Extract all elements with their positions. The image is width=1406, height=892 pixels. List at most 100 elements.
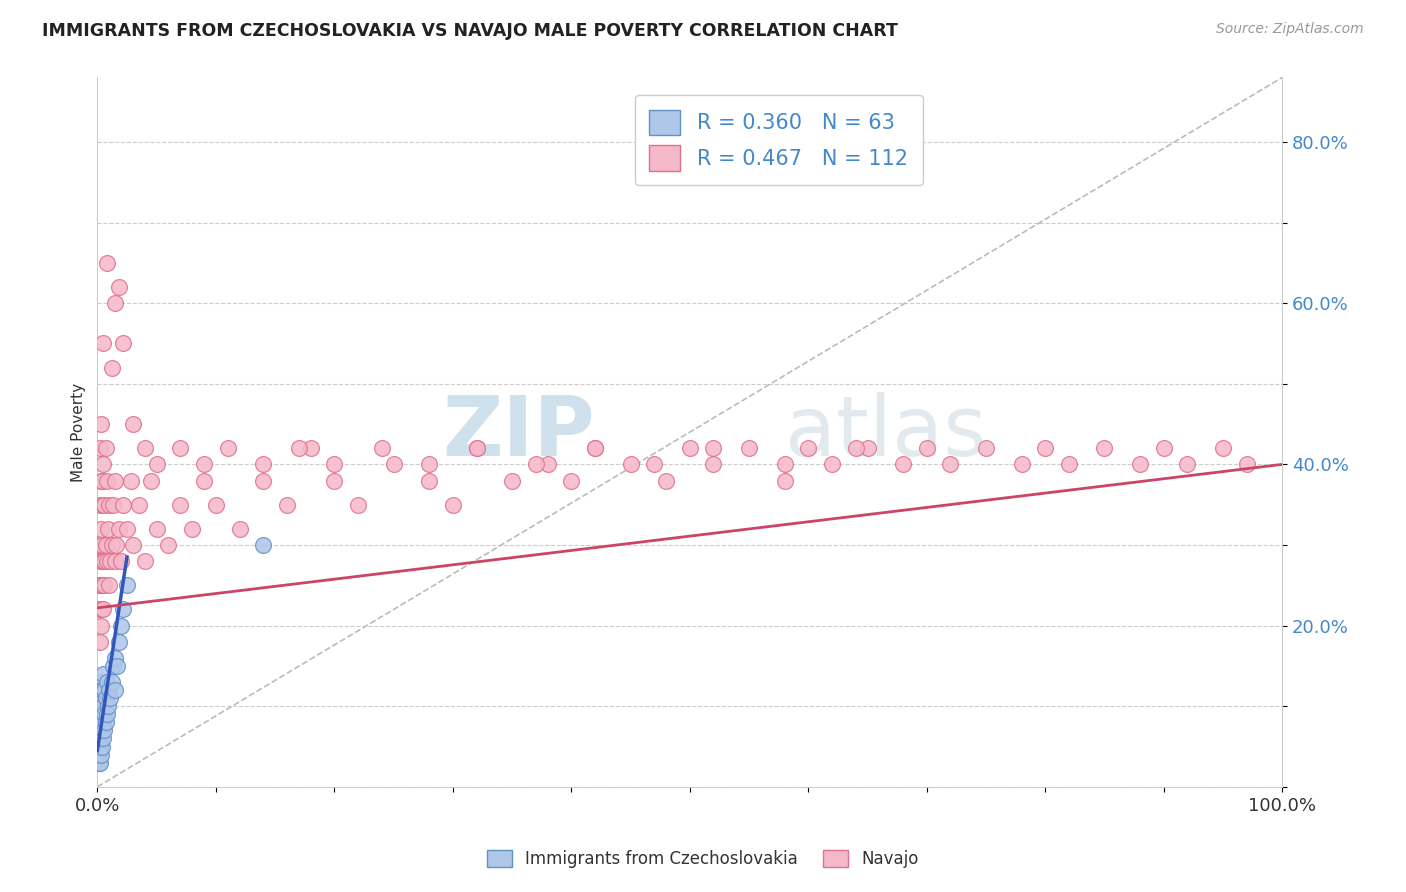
Point: [93, 683, 115, 698]
Point: [91, 731, 114, 746]
Point: [915, 442, 938, 456]
Point: [93, 578, 115, 592]
Point: [252, 458, 274, 472]
Point: [90, 618, 112, 632]
Point: [90, 723, 112, 738]
Point: [89, 747, 111, 762]
Point: [193, 474, 215, 488]
Text: Source: ZipAtlas.com: Source: ZipAtlas.com: [1216, 22, 1364, 37]
Point: [91, 458, 114, 472]
Point: [91, 667, 114, 681]
Point: [974, 442, 997, 456]
Point: [96, 554, 118, 568]
Point: [107, 522, 129, 536]
Point: [89, 715, 111, 730]
Point: [217, 442, 239, 456]
Point: [89, 675, 111, 690]
Point: [560, 474, 582, 488]
Point: [87, 739, 110, 754]
Point: [89, 715, 111, 730]
Point: [1057, 458, 1080, 472]
Point: [115, 522, 138, 536]
Point: [89, 723, 111, 738]
Point: [91, 723, 114, 738]
Point: [89, 691, 111, 706]
Point: [583, 442, 606, 456]
Point: [1094, 442, 1116, 456]
Point: [128, 498, 150, 512]
Point: [91, 715, 114, 730]
Point: [679, 442, 702, 456]
Point: [101, 498, 124, 512]
Point: [90, 747, 112, 762]
Point: [91, 707, 114, 722]
Text: IMMIGRANTS FROM CZECHOSLOVAKIA VS NAVAJO MALE POVERTY CORRELATION CHART: IMMIGRANTS FROM CZECHOSLOVAKIA VS NAVAJO…: [42, 22, 898, 40]
Point: [89, 739, 111, 754]
Point: [94, 538, 117, 552]
Point: [110, 554, 132, 568]
Point: [87, 578, 110, 592]
Point: [347, 498, 370, 512]
Point: [90, 417, 112, 431]
Point: [655, 474, 678, 488]
Point: [465, 442, 488, 456]
Point: [856, 442, 879, 456]
Point: [91, 474, 114, 488]
Point: [89, 707, 111, 722]
Point: [122, 417, 145, 431]
Point: [89, 634, 111, 648]
Point: [643, 458, 665, 472]
Point: [583, 442, 606, 456]
Point: [87, 739, 110, 754]
Y-axis label: Male Poverty: Male Poverty: [72, 383, 86, 482]
Point: [107, 659, 129, 673]
Point: [87, 731, 110, 746]
Point: [96, 474, 118, 488]
Point: [100, 360, 122, 375]
Point: [87, 538, 110, 552]
Point: [100, 538, 122, 552]
Point: [702, 442, 724, 456]
Point: [382, 458, 405, 472]
Point: [536, 458, 558, 472]
Point: [94, 691, 117, 706]
Point: [93, 707, 115, 722]
Point: [91, 554, 114, 568]
Point: [89, 739, 111, 754]
Point: [939, 458, 962, 472]
Point: [1033, 442, 1056, 456]
Point: [93, 498, 115, 512]
Point: [97, 522, 120, 536]
Point: [87, 747, 110, 762]
Point: [252, 538, 274, 552]
Point: [91, 538, 114, 552]
Point: [418, 474, 440, 488]
Point: [94, 442, 117, 456]
Point: [122, 538, 145, 552]
Point: [112, 498, 135, 512]
Point: [98, 578, 121, 592]
Point: [91, 739, 114, 754]
Point: [91, 578, 114, 592]
Point: [169, 442, 191, 456]
Point: [193, 458, 215, 472]
Point: [1011, 458, 1033, 472]
Point: [181, 522, 204, 536]
Point: [91, 699, 114, 714]
Point: [145, 522, 167, 536]
Point: [112, 336, 135, 351]
Point: [821, 458, 844, 472]
Point: [89, 707, 111, 722]
Legend: R = 0.360   N = 63, R = 0.467   N = 112: R = 0.360 N = 63, R = 0.467 N = 112: [634, 95, 922, 186]
Point: [91, 691, 114, 706]
Point: [91, 336, 114, 351]
Point: [115, 578, 138, 592]
Point: [90, 707, 112, 722]
Point: [87, 602, 110, 616]
Point: [89, 739, 111, 754]
Point: [112, 602, 135, 616]
Point: [134, 554, 156, 568]
Point: [104, 554, 127, 568]
Point: [87, 723, 110, 738]
Point: [90, 683, 112, 698]
